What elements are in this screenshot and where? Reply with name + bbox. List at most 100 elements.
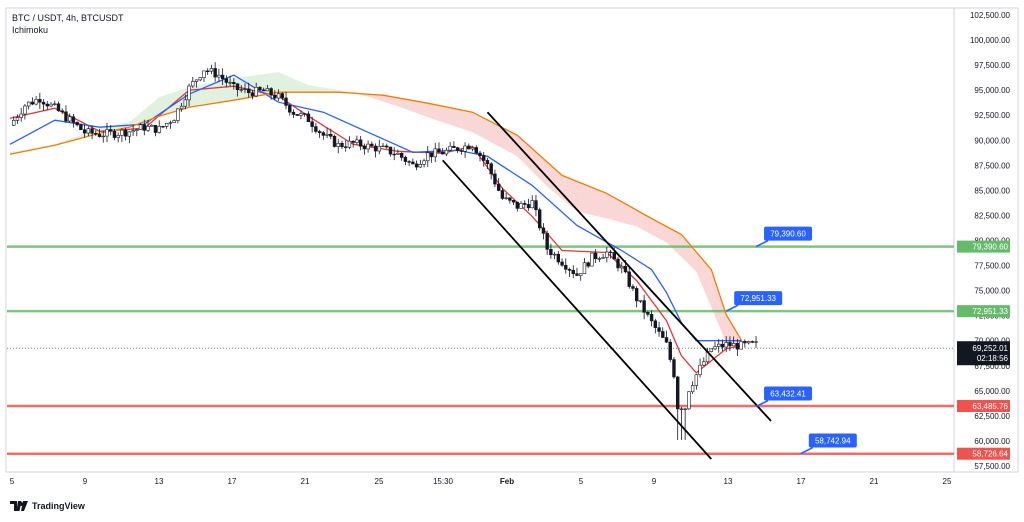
candle-body-10[interactable] xyxy=(49,103,53,107)
candle-body-199[interactable] xyxy=(754,341,758,343)
candle-body-115[interactable] xyxy=(440,151,445,155)
candle-body-33[interactable] xyxy=(135,129,139,131)
candle-body-137[interactable] xyxy=(523,203,527,205)
candle-body-130[interactable] xyxy=(496,183,501,191)
candle-body-163[interactable] xyxy=(620,265,624,269)
level-badge-3[interactable] xyxy=(957,447,1010,460)
candle-body-171[interactable] xyxy=(649,314,654,322)
candle-body-71[interactable] xyxy=(276,93,281,99)
candle-body-92[interactable] xyxy=(355,139,359,143)
candle-body-91[interactable] xyxy=(351,140,355,143)
candle-body-76[interactable] xyxy=(295,114,299,116)
candle-body-63[interactable] xyxy=(247,88,251,93)
candle-body-25[interactable] xyxy=(105,129,109,137)
candle-body-29[interactable] xyxy=(120,129,124,136)
candle-body-128[interactable] xyxy=(489,163,493,175)
candle-body-117[interactable] xyxy=(448,145,452,151)
candle-body-185[interactable] xyxy=(702,361,706,366)
candle-body-182[interactable] xyxy=(690,385,695,393)
candle-body-75[interactable] xyxy=(291,111,296,115)
candle-body-97[interactable] xyxy=(373,145,378,152)
candle-body-46[interactable] xyxy=(183,99,188,107)
candle-body-190[interactable] xyxy=(720,343,725,348)
candle-body-17[interactable] xyxy=(75,122,79,126)
candle-body-123[interactable] xyxy=(470,147,475,150)
candle-body-155[interactable] xyxy=(590,252,594,267)
candle-body-57[interactable] xyxy=(224,78,229,83)
candle-body-187[interactable] xyxy=(709,348,713,352)
candle-body-156[interactable] xyxy=(593,252,598,260)
candle-body-72[interactable] xyxy=(280,93,285,99)
candle-body-154[interactable] xyxy=(586,262,590,267)
candle-body-177[interactable] xyxy=(672,359,676,378)
candle-body-36[interactable] xyxy=(146,126,150,131)
candle-body-159[interactable] xyxy=(605,251,609,258)
candle-body-157[interactable] xyxy=(597,258,602,260)
candle-body-13[interactable] xyxy=(60,110,64,113)
candle-body-79[interactable] xyxy=(306,113,311,123)
candle-body-45[interactable] xyxy=(179,105,184,110)
candle-body-178[interactable] xyxy=(675,376,680,410)
candle-body-67[interactable] xyxy=(261,89,266,92)
candle-body-141[interactable] xyxy=(537,209,542,229)
candle-body-28[interactable] xyxy=(116,135,120,138)
candle-body-160[interactable] xyxy=(608,251,613,254)
candle-body-66[interactable] xyxy=(258,86,262,91)
candle-body-111[interactable] xyxy=(426,152,430,162)
candle-body-138[interactable] xyxy=(526,204,531,209)
candle-body-6[interactable] xyxy=(34,99,38,105)
candle-body-118[interactable] xyxy=(452,145,456,148)
candle-body-98[interactable] xyxy=(377,145,381,152)
candle-body-5[interactable] xyxy=(30,101,35,105)
candle-body-69[interactable] xyxy=(269,88,273,96)
candle-body-173[interactable] xyxy=(657,327,661,332)
candle-body-21[interactable] xyxy=(90,128,94,134)
candle-body-132[interactable] xyxy=(504,197,508,199)
candle-body-1[interactable] xyxy=(15,117,20,121)
candle-body-62[interactable] xyxy=(243,88,247,91)
candle-body-107[interactable] xyxy=(411,161,415,165)
candle-body-168[interactable] xyxy=(638,300,643,302)
candle-body-165[interactable] xyxy=(627,271,631,287)
candle-body-176[interactable] xyxy=(668,341,672,360)
candle-body-105[interactable] xyxy=(403,157,408,162)
candle-body-38[interactable] xyxy=(153,124,158,133)
candle-body-60[interactable] xyxy=(235,83,240,91)
candle-body-198[interactable] xyxy=(750,341,755,343)
candle-body-4[interactable] xyxy=(26,101,31,107)
candle-body-35[interactable] xyxy=(142,124,146,131)
candle-body-102[interactable] xyxy=(392,153,396,156)
candle-body-39[interactable] xyxy=(157,125,161,133)
candle-body-70[interactable] xyxy=(273,94,277,99)
candle-body-27[interactable] xyxy=(112,130,117,138)
candle-body-54[interactable] xyxy=(213,68,217,78)
price-callout-1[interactable]: 72,951.33 xyxy=(725,291,783,312)
candle-body-61[interactable] xyxy=(239,89,243,91)
candle-body-151[interactable] xyxy=(575,273,579,276)
candle-body-90[interactable] xyxy=(347,140,352,148)
candle-body-167[interactable] xyxy=(634,288,639,302)
level-badge-2[interactable] xyxy=(957,400,1010,413)
channel-line-0[interactable] xyxy=(442,159,712,460)
candle-body-37[interactable] xyxy=(150,124,154,127)
candle-body-197[interactable] xyxy=(746,341,751,344)
level-badge-1[interactable] xyxy=(957,305,1010,318)
candle-body-172[interactable] xyxy=(653,320,658,328)
candle-body-56[interactable] xyxy=(220,74,225,80)
candle-body-184[interactable] xyxy=(698,364,702,376)
candle-body-8[interactable] xyxy=(41,101,46,105)
candle-body-188[interactable] xyxy=(713,346,717,350)
candle-body-83[interactable] xyxy=(321,132,326,136)
candle-body-103[interactable] xyxy=(396,152,400,155)
candle-body-150[interactable] xyxy=(571,270,575,274)
candle-body-196[interactable] xyxy=(743,341,747,344)
candle-body-30[interactable] xyxy=(123,129,128,137)
candle-body-108[interactable] xyxy=(414,163,419,168)
candle-body-175[interactable] xyxy=(664,337,669,343)
candle-body-194[interactable] xyxy=(735,343,740,350)
candle-body-195[interactable] xyxy=(739,341,743,350)
candle-body-55[interactable] xyxy=(217,74,221,78)
price-callout-3[interactable]: 58,742.94 xyxy=(800,433,857,455)
candle-body-65[interactable] xyxy=(254,86,258,97)
level-badge-0[interactable] xyxy=(957,240,1010,253)
